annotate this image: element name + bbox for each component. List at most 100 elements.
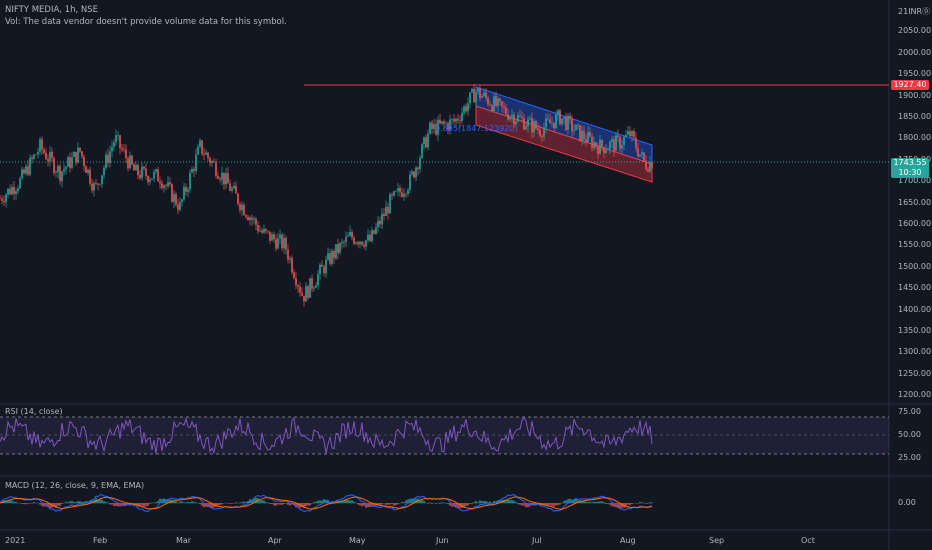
- macd-title[interactable]: MACD (12, 26, close, 9, EMA, EMA): [5, 481, 145, 490]
- candle-body: [159, 181, 161, 184]
- macd-hist-bar: [413, 498, 415, 504]
- candle-body: [563, 117, 565, 119]
- candle-body: [627, 131, 629, 135]
- macd-hist-bar: [549, 503, 551, 506]
- macd-hist-bar: [39, 503, 41, 505]
- candle-body: [215, 162, 217, 177]
- candle-body: [635, 137, 637, 149]
- candle-body: [505, 107, 507, 115]
- candle-body: [439, 119, 441, 124]
- macd-hist-bar: [37, 502, 39, 504]
- candle-body: [535, 121, 537, 129]
- macd-hist-bar: [21, 503, 23, 504]
- candle-body: [365, 240, 367, 247]
- rsi-title[interactable]: RSI (14, close): [5, 407, 63, 416]
- candle-body: [57, 166, 59, 173]
- candle-body: [295, 278, 297, 286]
- candle-body: [107, 154, 109, 163]
- candle-body: [625, 134, 627, 138]
- macd-hist-bar: [55, 503, 57, 508]
- macd-hist-bar: [435, 503, 437, 504]
- candle-body: [401, 192, 403, 197]
- candle-body: [219, 178, 221, 180]
- price-tick: 1450.00: [898, 283, 932, 293]
- macd-hist-bar: [407, 499, 409, 504]
- candle-body: [581, 130, 583, 141]
- macd-hist-bar: [263, 500, 265, 504]
- macd-hist-bar: [353, 501, 355, 504]
- macd-hist-bar: [595, 502, 597, 504]
- macd-hist-bar: [297, 503, 299, 507]
- candle-body: [541, 136, 543, 137]
- time-label: Sep: [709, 536, 725, 545]
- macd-hist-bar: [357, 503, 359, 505]
- macd-hist-bar: [327, 499, 329, 504]
- candle-body: [193, 169, 195, 172]
- candle-body: [545, 118, 547, 128]
- candle-body: [357, 242, 359, 245]
- candle-body: [507, 114, 509, 120]
- candle-body: [0, 198, 1, 199]
- candle-body: [25, 166, 27, 174]
- macd-hist-bar: [275, 503, 277, 506]
- macd-hist-bar: [229, 503, 231, 504]
- macd-hist-bar: [157, 500, 159, 504]
- macd-hist-bar: [89, 500, 91, 504]
- candle-body: [413, 171, 415, 178]
- candle-body: [637, 148, 639, 157]
- candle-body: [585, 139, 587, 143]
- candle-body: [527, 119, 529, 127]
- candle-body: [385, 206, 387, 216]
- macd-hist-bar: [457, 503, 459, 508]
- signal-line[interactable]: [0, 496, 653, 510]
- macd-hist-bar: [397, 503, 399, 505]
- macd-hist-bar: [169, 499, 171, 504]
- macd-hist-bar: [267, 502, 269, 504]
- candle-body: [127, 158, 129, 169]
- candle-body: [89, 169, 91, 184]
- symbol-title[interactable]: NIFTY MEDIA, 1h, NSE: [5, 5, 98, 15]
- macd-hist-bar: [599, 501, 601, 504]
- time-label: Jul: [532, 536, 542, 545]
- candle-body: [367, 234, 369, 241]
- candle-body: [377, 220, 379, 228]
- macd-hist-bar: [309, 503, 311, 506]
- rsi-line[interactable]: [0, 416, 653, 455]
- macd-hist-bar: [113, 503, 115, 506]
- macd-hist-bar: [209, 503, 211, 508]
- macd-hist-bar: [201, 503, 203, 506]
- macd-hist-bar: [225, 502, 227, 504]
- candle-body: [9, 188, 11, 195]
- macd-hist-bar: [29, 503, 31, 504]
- macd-hist-bar: [261, 500, 263, 504]
- macd-hist-bar: [61, 503, 63, 505]
- macd-hist-bar: [405, 500, 407, 504]
- macd-hist-bar: [511, 500, 513, 504]
- candle-body: [5, 194, 7, 203]
- candle-body: [573, 130, 575, 132]
- candle-body: [431, 122, 433, 129]
- macd-hist-bar: [641, 502, 643, 504]
- candle-body: [345, 236, 347, 243]
- macd-hist-bar: [449, 503, 451, 506]
- candle-body: [419, 157, 421, 170]
- candle-body: [395, 191, 397, 192]
- macd-hist-bar: [649, 502, 651, 504]
- macd-hist-bar: [629, 503, 631, 506]
- candle-body: [355, 242, 357, 244]
- candlestick-series[interactable]: [0, 83, 653, 307]
- candle-body: [383, 213, 385, 216]
- macd-hist-bar: [525, 503, 527, 508]
- macd-hist-bar: [199, 503, 201, 505]
- candle-body: [321, 264, 323, 267]
- macd-hist-bar: [259, 499, 261, 504]
- rsi-tick-75: 75.00: [898, 407, 921, 416]
- macd-hist-bar: [99, 498, 101, 504]
- macd-hist-bar: [189, 502, 191, 504]
- macd-hist-bar: [193, 501, 195, 504]
- macd-hist-bar: [345, 499, 347, 504]
- macd-hist-bar: [507, 498, 509, 504]
- macd-hist-bar: [305, 503, 307, 507]
- candle-body: [621, 145, 623, 149]
